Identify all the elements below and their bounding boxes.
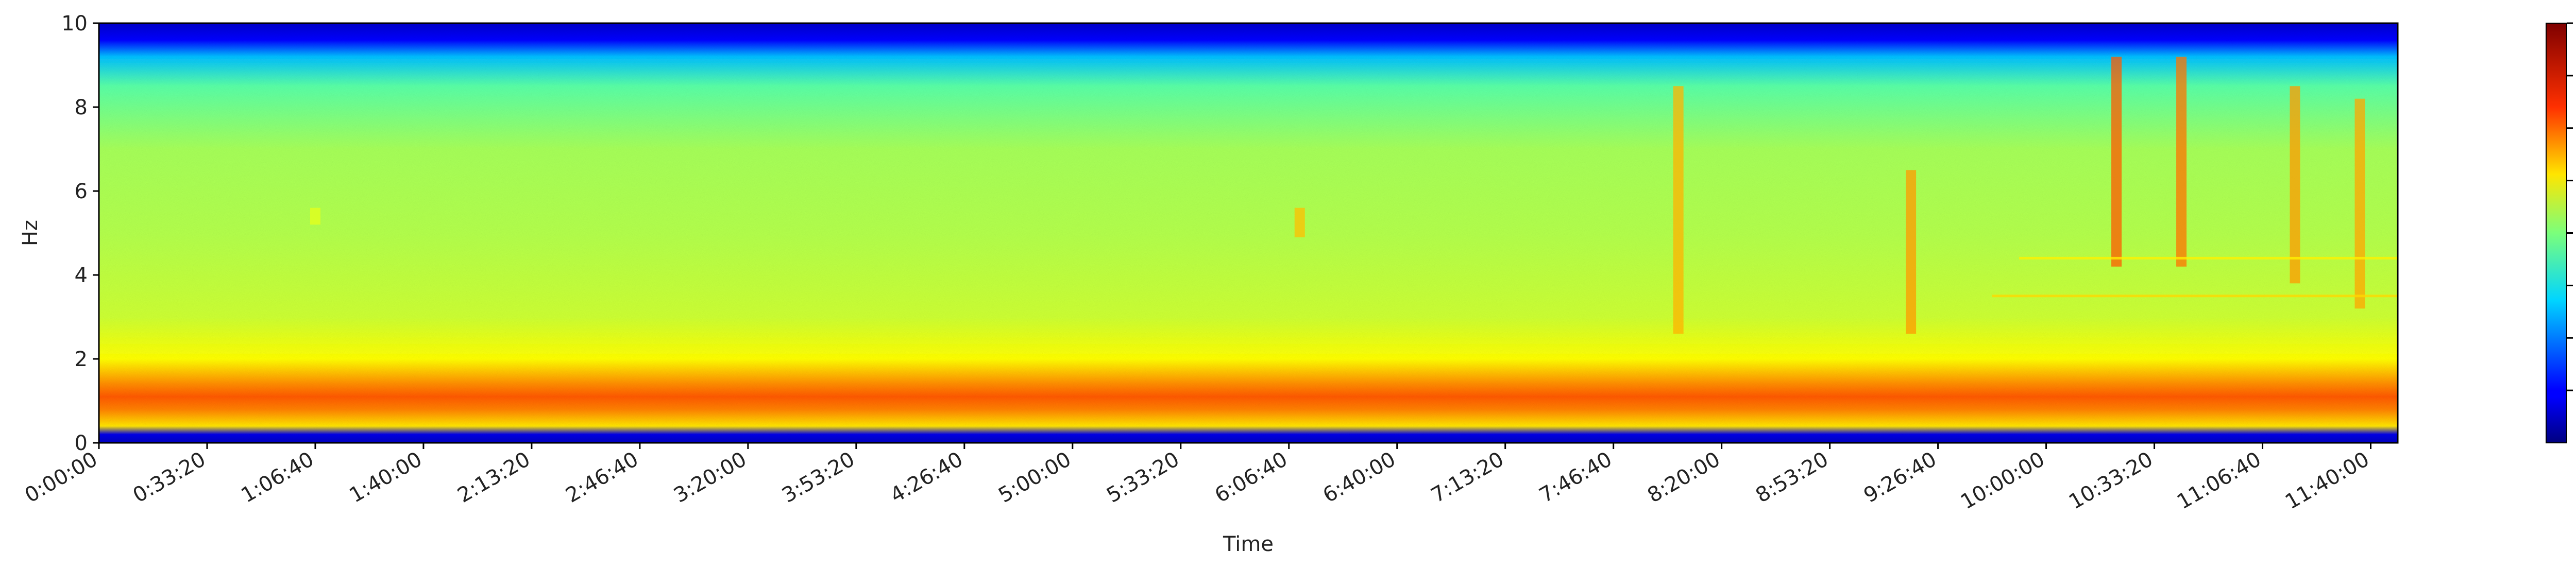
x-tick-label: 1:06:40 xyxy=(237,447,318,508)
x-tick-label: 3:20:00 xyxy=(670,447,751,508)
y-tick-label: 10 xyxy=(61,12,88,36)
y-axis-label: Hz xyxy=(19,220,42,246)
x-tick-label: 2:13:20 xyxy=(453,447,534,508)
spectrogram-events xyxy=(310,57,2398,334)
spectrogram-event xyxy=(2111,57,2122,267)
spectrogram-heatmap xyxy=(99,23,2398,443)
spectrogram-event xyxy=(1906,170,1917,334)
colorbar: +0 dB-10 dB-20 dB-30 dB-40 dB-50 dB-60 d… xyxy=(2546,22,2573,443)
spectrogram-event xyxy=(1294,208,1305,237)
x-tick-label: 3:53:20 xyxy=(778,447,859,508)
spectrogram-event xyxy=(1673,86,1684,334)
spectrogram-event xyxy=(310,208,320,225)
x-tick-label: 11:40:00 xyxy=(2281,447,2374,514)
y-axis: 0 2 4 6 8 10 xyxy=(61,12,99,455)
x-tick-label: 5:00:00 xyxy=(994,447,1075,508)
x-axis: 0:00:00 0:33:20 1:06:40 1:40:00 2:13:20 2:46:… xyxy=(21,443,2374,514)
y-tick-label: 8 xyxy=(75,96,88,119)
x-tick-label: 7:46:40 xyxy=(1535,447,1616,508)
x-tick-label: 6:06:40 xyxy=(1211,447,1292,508)
x-tick-label: 6:40:00 xyxy=(1319,447,1400,508)
spectrogram-event xyxy=(2354,98,2365,309)
x-tick-label: 10:00:00 xyxy=(1957,447,2049,514)
x-tick-label: 7:13:20 xyxy=(1427,447,1508,508)
x-tick-label: 9:26:40 xyxy=(1860,447,1941,508)
x-tick-label: 2:46:40 xyxy=(562,447,642,508)
y-tick-label: 0 xyxy=(75,432,88,455)
x-axis-label: Time xyxy=(1223,532,1274,556)
y-tick-label: 6 xyxy=(75,180,88,203)
x-tick-label: 10:33:20 xyxy=(2065,447,2157,514)
spectrogram-event xyxy=(2290,86,2300,284)
plot-frame xyxy=(98,22,2399,444)
spectrogram-background xyxy=(99,23,2398,443)
y-tick-label: 4 xyxy=(75,264,88,287)
y-tick-label: 2 xyxy=(75,348,88,371)
spectrogram-plot xyxy=(98,22,2399,444)
colorbar-gradient xyxy=(2546,23,2567,443)
x-tick-label: 4:26:40 xyxy=(886,447,967,508)
spectrogram-event xyxy=(2176,57,2187,267)
x-tick-label: 0:00:00 xyxy=(21,447,101,508)
x-tick-label: 11:06:40 xyxy=(2173,447,2265,514)
x-tick-label: 1:40:00 xyxy=(345,447,426,508)
x-tick-label: 0:33:20 xyxy=(129,447,210,508)
x-tick-label: 8:20:00 xyxy=(1643,447,1724,508)
x-tick-label: 5:33:20 xyxy=(1103,447,1183,508)
x-tick-label: 8:53:20 xyxy=(1752,447,1833,508)
colorbar-ticks: +0 dB-10 dB-20 dB-30 dB-40 dB-50 dB-60 d… xyxy=(2567,22,2573,391)
